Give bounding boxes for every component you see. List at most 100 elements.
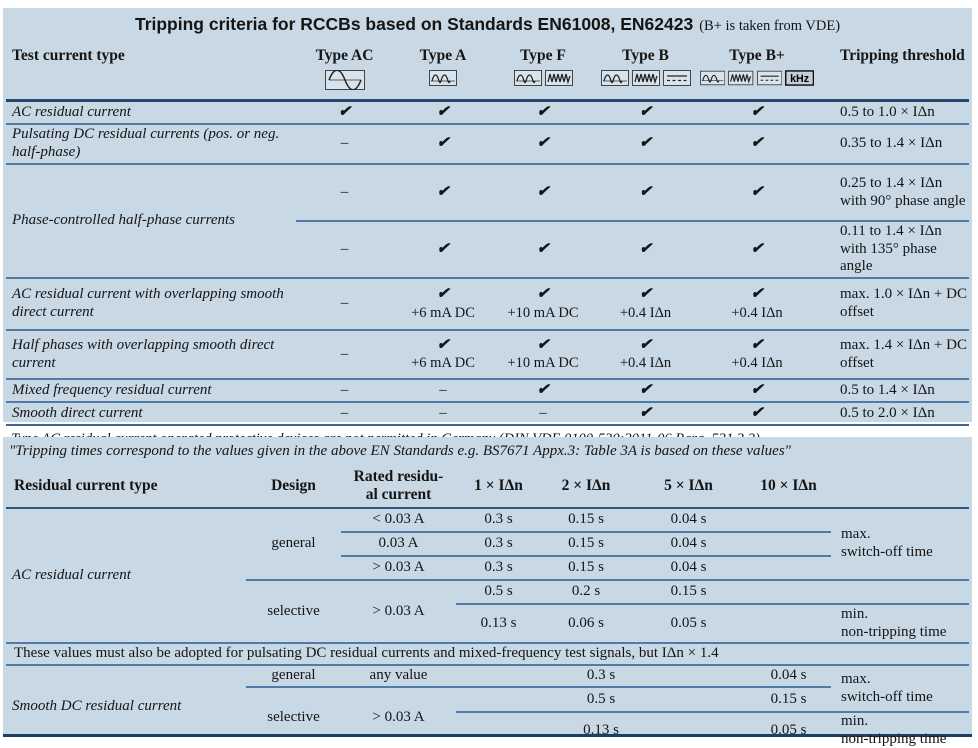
cell-mark-with-sub: ✔ +0.4 IΔn <box>593 330 698 380</box>
cell-time-type-note: max. switch-off time <box>831 665 969 713</box>
cell-time: 0.04 s <box>631 532 746 557</box>
cell-time: 0.15 s <box>746 687 831 713</box>
cell-sub-value: +10 mA DC <box>507 304 579 321</box>
cell-threshold: max. 1.0 × IΔn + DC offset <box>816 278 969 331</box>
cell-mark: ✔ <box>536 381 550 398</box>
cell-mark-with-sub: ✔ +0.4 IΔn <box>593 278 698 331</box>
cell-mark: ✔ <box>750 240 764 257</box>
cell-time: 0.13 s <box>583 721 619 738</box>
table-row: selective > 0.03 A 0.5 s 0.15 s <box>6 687 969 725</box>
cell-time: 0.3 s <box>456 556 541 581</box>
cell-time: 0.3 s <box>456 532 541 557</box>
row-label: AC residual current with overlapping smo… <box>6 278 296 331</box>
cell-time-empty <box>746 604 831 644</box>
cell-mark: ✔ <box>750 381 764 398</box>
cell-threshold: max. 1.4 × IΔn + DC offset <box>816 330 969 380</box>
cell-mark: – <box>340 135 349 152</box>
table-row: Mixed frequency residual current – – ✔ ✔… <box>6 379 969 403</box>
row-label: Smooth direct current <box>6 402 296 426</box>
cell-mark: ✔ <box>639 381 652 398</box>
table1-title-suffix: (B+ is taken from VDE) <box>699 18 841 34</box>
header-2x-idn: 2 × IΔn <box>541 465 631 509</box>
cell-threshold: 0.35 to 1.4 × IΔn <box>816 124 969 165</box>
cell-mark: ✔ <box>536 240 550 257</box>
cell-mark: ✔ <box>639 404 652 421</box>
cell-mark: ✔ <box>536 103 550 120</box>
cell-mark: – <box>439 381 447 398</box>
cell-time: 0.15 s <box>631 580 746 605</box>
table1-header-row: Test current type Type AC Type A <box>6 38 969 102</box>
cell-mark: – <box>539 404 547 421</box>
cell-mark: ✔ <box>639 183 652 200</box>
header-test-current-type: Test current type <box>6 38 296 102</box>
cell-time: 0.06 s <box>541 604 631 644</box>
cell-design: general <box>246 508 341 581</box>
cell-mark: ✔ <box>639 135 652 152</box>
cell-mark: ✔ <box>639 240 652 257</box>
cell-sub-value: +0.4 IΔn <box>731 304 783 321</box>
cell-mark-with-sub: ✔ +0.4 IΔn <box>698 330 816 380</box>
cell-mark: – <box>340 183 349 200</box>
cell-mark: ✔ <box>436 183 450 200</box>
tripping-criteria-panel: Tripping criteria for RCCBs based on Sta… <box>3 8 972 447</box>
cell-time: 0.04 s <box>746 665 831 688</box>
row-label: AC residual current <box>6 100 296 125</box>
cell-sub-value: +6 mA DC <box>411 355 475 372</box>
cell-threshold: 0.5 to 2.0 × IΔn <box>816 402 969 426</box>
cell-rated: > 0.03 A <box>341 580 456 644</box>
cell-time: 0.15 s <box>541 556 631 581</box>
row-label: Smooth DC residual current <box>12 698 182 715</box>
table-row: Smooth direct current – – – ✔ ✔ 0.5 to 2… <box>6 402 969 426</box>
sine-wave-icon <box>324 70 365 91</box>
cell-time-type-note: min. non-tripping time <box>841 713 947 747</box>
tripping-criteria-table: Test current type Type AC Type A <box>6 38 969 426</box>
tripping-times-table: Residual current type Design Rated resid… <box>6 465 969 748</box>
cell-time: 0.04 s <box>631 556 746 581</box>
high-frequency-wave-icon <box>631 70 660 87</box>
cell-mark: ✔ <box>536 135 550 152</box>
table-row: 0.03 A 0.3 s 0.15 s 0.04 s <box>6 532 969 557</box>
header-type-ac: Type AC <box>296 38 393 102</box>
cell-time: 0.5 s <box>456 687 746 713</box>
cell-mark: – <box>340 381 349 398</box>
header-type-a: Type A <box>393 38 493 102</box>
cell-rated: any value <box>341 665 456 688</box>
table2-header-row: Residual current type Design Rated resid… <box>6 465 969 509</box>
pulsating-wave-icon <box>513 70 542 87</box>
cell-rated: 0.03 A <box>341 532 456 557</box>
row-label: Phase-controlled half-phase currents <box>6 164 296 279</box>
cell-time: 0.2 s <box>541 580 631 605</box>
table-row: Phase-controlled half-phase currents – ✔… <box>6 164 969 279</box>
cell-time-empty <box>746 580 831 605</box>
header-type-bplus: Type B+ <box>698 38 816 102</box>
cell-mark: ✔ <box>750 404 764 421</box>
table-row: 0.13 s 0.05 s min. non-tripping time <box>6 712 969 748</box>
cell-rated: > 0.03 A <box>341 556 456 581</box>
cell-mark: – <box>340 345 349 362</box>
cell-rated: < 0.03 A <box>341 508 456 533</box>
cell-time: 0.3 s <box>456 665 746 688</box>
table-row: selective > 0.03 A 0.5 s 0.2 s 0.15 s <box>6 580 969 644</box>
header-10x-idn: 10 × IΔn <box>746 465 831 509</box>
table-note-row: These values must also be adopted for pu… <box>6 643 969 666</box>
cell-sub-value: +0.4 IΔn <box>731 355 783 372</box>
table-row: 0.13 s 0.06 s 0.05 s min. non-tripping t… <box>6 604 969 644</box>
cell-mark: ✔ <box>750 183 764 200</box>
cell-sub-value: +0.4 IΔn <box>619 355 672 372</box>
high-frequency-wave-icon <box>544 70 573 87</box>
row-label: Half phases with overlapping smooth dire… <box>6 330 296 380</box>
table-row: Pulsating DC residual currents (pos. or … <box>6 124 969 165</box>
cell-mark: ✔ <box>639 103 652 120</box>
table1-title: Tripping criteria for RCCBs based on Sta… <box>134 14 694 34</box>
cell-mark: – <box>340 240 349 257</box>
header-empty <box>831 465 969 509</box>
cell-mark: ✔ <box>338 103 351 120</box>
table-row: AC residual current general < 0.03 A 0.3… <box>6 508 969 644</box>
header-1x-idn: 1 × IΔn <box>456 465 541 509</box>
smooth-dc-icon <box>662 70 691 87</box>
cell-mark: ✔ <box>750 103 764 120</box>
cell-mark: ✔ <box>536 183 550 200</box>
cell-threshold: 0.11 to 1.4 × IΔn with 135° phase angle <box>816 221 969 279</box>
cell-mark-with-sub: ✔ +6 mA DC <box>393 330 493 380</box>
cell-mark: ✔ <box>436 135 450 152</box>
